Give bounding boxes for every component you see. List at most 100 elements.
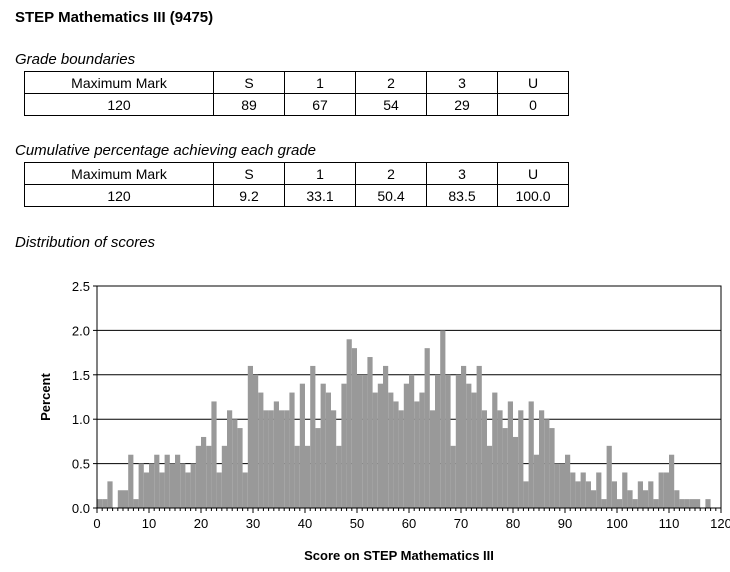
histogram-bar [305, 445, 311, 508]
x-tick-label: 90 [558, 516, 572, 531]
histogram-bar [502, 428, 508, 508]
histogram-bar [393, 401, 399, 508]
histogram-bar [299, 383, 305, 508]
table-cell: 100.0 [497, 184, 569, 207]
histogram-bar [606, 445, 612, 508]
histogram-bar [414, 401, 420, 508]
histogram-bar [653, 499, 659, 508]
histogram-bar [466, 383, 472, 508]
x-tick-label: 120 [710, 516, 730, 531]
histogram-bar [190, 463, 196, 508]
histogram-bar [570, 472, 576, 508]
histogram-bar [403, 383, 409, 508]
histogram-bar [523, 481, 529, 508]
y-tick-label: 2.0 [72, 323, 90, 338]
histogram-bar [627, 490, 633, 508]
histogram-bar [221, 445, 227, 508]
histogram-bar [575, 481, 581, 508]
histogram-bar [528, 401, 534, 508]
histogram-bar [315, 428, 321, 508]
histogram-bar [689, 499, 695, 508]
table-cell: 3 [426, 162, 498, 185]
histogram-bar [325, 392, 331, 508]
histogram-bar [232, 419, 238, 508]
cumulative-caption: Cumulative percentage achieving each gra… [15, 142, 317, 159]
histogram-bar [247, 365, 253, 508]
histogram-bar [674, 490, 680, 508]
histogram-bar [351, 348, 357, 508]
histogram-bar [450, 445, 456, 508]
histogram-bar [440, 330, 446, 508]
histogram-bar [481, 410, 487, 508]
histogram-bar [663, 472, 669, 508]
histogram-bar [565, 454, 571, 508]
histogram-bar [268, 410, 274, 508]
histogram-bar [253, 374, 259, 508]
histogram-bar [133, 499, 139, 508]
histogram-bar [487, 445, 493, 508]
histogram-bar [622, 472, 628, 508]
histogram-bar [169, 463, 175, 508]
histogram-bar [185, 472, 191, 508]
table-cell: S [213, 71, 285, 94]
histogram-bar [102, 499, 108, 508]
histogram-bar [279, 410, 285, 508]
histogram-bar [175, 454, 181, 508]
histogram-bar [227, 410, 233, 508]
histogram-bar [591, 490, 597, 508]
histogram-bar [383, 365, 389, 508]
histogram-bar [476, 365, 482, 508]
score-distribution-chart: 0.0 0.5 1.0 1.5 2.0 2.5 0 10 20 30 40 50 60 70 80 90 100… [38, 279, 730, 563]
histogram-bar [154, 454, 160, 508]
histogram-bar [320, 383, 326, 508]
table-cell: 29 [426, 93, 498, 116]
histogram-bar [549, 428, 555, 508]
histogram-bar [211, 401, 217, 508]
histogram-bar [310, 365, 316, 508]
histogram-bar [617, 499, 623, 508]
x-tick-label: 10 [142, 516, 156, 531]
histogram-bar [632, 499, 638, 508]
histogram-bar [554, 463, 560, 508]
table-row: 120 9.2 33.1 50.4 83.5 100.0 [24, 184, 569, 207]
histogram-bar [216, 472, 222, 508]
histogram-bar [128, 454, 134, 508]
histogram-bar [585, 481, 591, 508]
table-cell: 33.1 [284, 184, 356, 207]
histogram-bar [289, 392, 295, 508]
histogram-bar [258, 392, 264, 508]
x-tick-label: 0 [93, 516, 100, 531]
histogram-bar [372, 392, 378, 508]
y-tick-label: 2.5 [72, 279, 90, 294]
histogram-bar [237, 428, 243, 508]
x-tick-label: 30 [246, 516, 260, 531]
histogram-bar [513, 436, 519, 508]
x-tick-label: 60 [402, 516, 416, 531]
histogram-bar [695, 499, 701, 508]
histogram-bar [206, 445, 212, 508]
table-cell: 54 [355, 93, 427, 116]
histogram-bar [684, 499, 690, 508]
table-cell: 9.2 [213, 184, 285, 207]
histogram-bar [559, 463, 565, 508]
histogram-bar [263, 410, 269, 508]
x-tick-label: 110 [659, 516, 680, 531]
table-row: 120 89 67 54 29 0 [24, 93, 569, 116]
table-cell: 120 [24, 184, 214, 207]
histogram-bar [195, 445, 201, 508]
x-tick-label: 40 [298, 516, 312, 531]
histogram-bar [580, 472, 586, 508]
histogram-bar [149, 463, 155, 508]
distribution-caption: Distribution of scores [15, 234, 156, 251]
table-cell: 83.5 [426, 184, 498, 207]
table-cell: 2 [355, 71, 427, 94]
histogram-bar [346, 339, 352, 508]
histogram-bar [341, 383, 347, 508]
table-cell: U [497, 71, 569, 94]
histogram-bar [159, 472, 165, 508]
table-cell: 67 [284, 93, 356, 116]
histogram-bar [679, 499, 685, 508]
histogram-bar [377, 383, 383, 508]
table-cell: 2 [355, 162, 427, 185]
histogram-bar [424, 348, 430, 508]
